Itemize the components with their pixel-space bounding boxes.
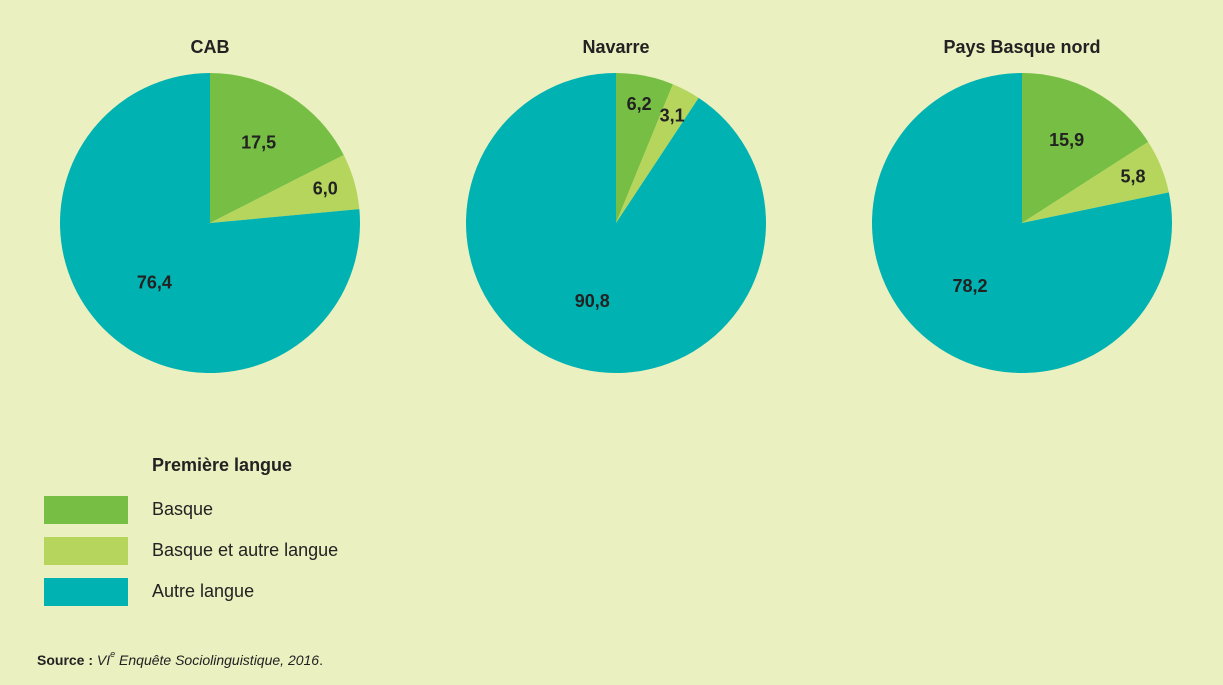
pie-slice xyxy=(872,73,1172,373)
pie-slice xyxy=(210,73,344,223)
pie-slice xyxy=(466,73,766,373)
value-label: 3,1 xyxy=(660,106,685,126)
value-label: 15,9 xyxy=(1049,130,1084,150)
value-label: 76,4 xyxy=(137,273,172,293)
pie-slice xyxy=(60,73,360,373)
source: Source : VIe Enquête Sociolinguistique, … xyxy=(37,649,323,667)
pie-slice xyxy=(616,73,673,223)
pie-slice xyxy=(210,155,360,223)
pie-slice xyxy=(1022,73,1149,223)
legend-label: Basque et autre langue xyxy=(152,540,338,560)
legend-label: Autre langue xyxy=(152,581,254,601)
legend-label: Basque xyxy=(152,499,213,519)
pie-title: CAB xyxy=(191,37,230,57)
legend-swatch xyxy=(44,537,128,565)
source-rest: Enquête Sociolinguistique, 2016 xyxy=(115,652,319,668)
legend-title: Première langue xyxy=(152,455,292,475)
pie-slice xyxy=(616,84,699,223)
value-label: 78,2 xyxy=(952,276,987,296)
source-title: VI xyxy=(97,652,110,668)
value-label: 17,5 xyxy=(241,132,276,152)
pie-slice xyxy=(1022,141,1169,223)
value-label: 5,8 xyxy=(1121,166,1146,186)
value-label: 6,2 xyxy=(627,94,652,114)
value-label: 6,0 xyxy=(313,178,338,198)
source-sup: e xyxy=(110,649,115,659)
legend-swatch xyxy=(44,496,128,524)
pie-title: Pays Basque nord xyxy=(943,37,1100,57)
legend-swatch xyxy=(44,578,128,606)
value-label: 90,8 xyxy=(575,291,610,311)
source-end: . xyxy=(319,652,323,668)
source-label: Source : xyxy=(37,652,93,668)
pie-title: Navarre xyxy=(582,37,649,57)
